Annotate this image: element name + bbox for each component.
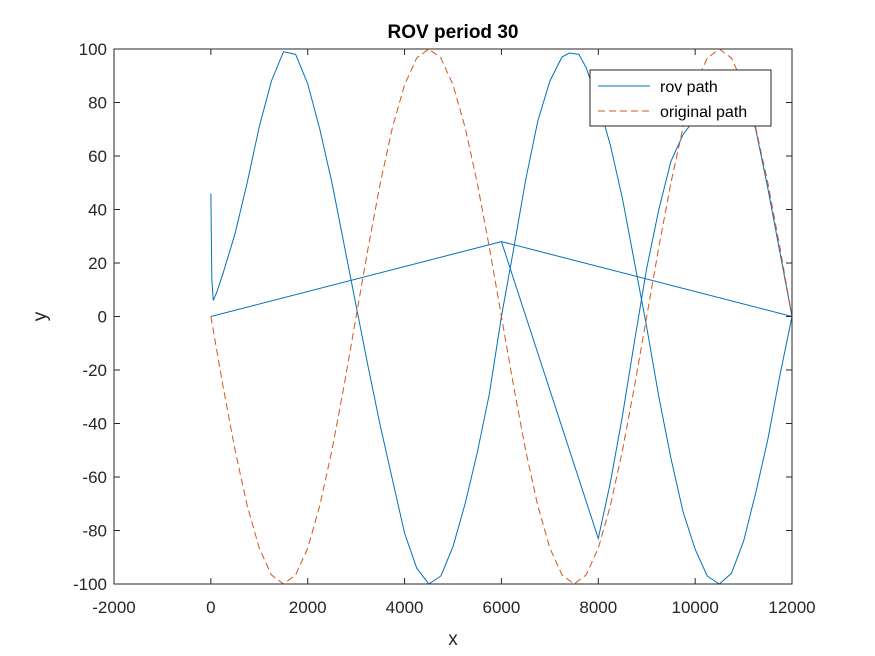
x-tick-label: 2000 xyxy=(289,598,327,617)
y-tick-label: 40 xyxy=(88,201,107,220)
y-tick-label: -40 xyxy=(82,415,107,434)
y-tick-label: -80 xyxy=(82,522,107,541)
series-line-original-path xyxy=(210,49,792,584)
y-tick-label: -60 xyxy=(82,468,107,487)
y-tick-label: 20 xyxy=(88,254,107,273)
legend-box xyxy=(589,69,772,127)
chart-title: ROV period 30 xyxy=(388,22,519,43)
y-tick-label: -100 xyxy=(73,575,107,594)
y-tick-label: 60 xyxy=(88,147,107,166)
x-tick-label: 10000 xyxy=(672,598,719,617)
x-tick-label: 8000 xyxy=(579,598,617,617)
legend-label-original-path: original path xyxy=(660,104,747,121)
x-tick-label: 12000 xyxy=(768,598,815,617)
y-tick-label: 0 xyxy=(98,308,107,327)
x-tick-label: 0 xyxy=(206,598,215,617)
y-tick-label: 100 xyxy=(79,40,107,59)
legend: rov path original path xyxy=(589,69,772,127)
ticks-layer: -2000 0 2000 4000 6000 8000 10000 12000 -100 -80 -… xyxy=(73,40,816,617)
y-tick-label: -20 xyxy=(82,361,107,380)
y-tick-label: 80 xyxy=(88,94,107,113)
x-tick-label: 6000 xyxy=(483,598,521,617)
x-tick-label: 4000 xyxy=(386,598,424,617)
y-axis-label: y xyxy=(30,311,51,321)
legend-label-rov-path: rov path xyxy=(660,79,718,96)
x-axis-label: x xyxy=(448,629,458,650)
x-tick-label: -2000 xyxy=(92,598,135,617)
axes-background xyxy=(114,49,792,584)
plot-area: -2000 0 2000 4000 6000 8000 10000 12000 -100 -80 -… xyxy=(73,40,816,617)
